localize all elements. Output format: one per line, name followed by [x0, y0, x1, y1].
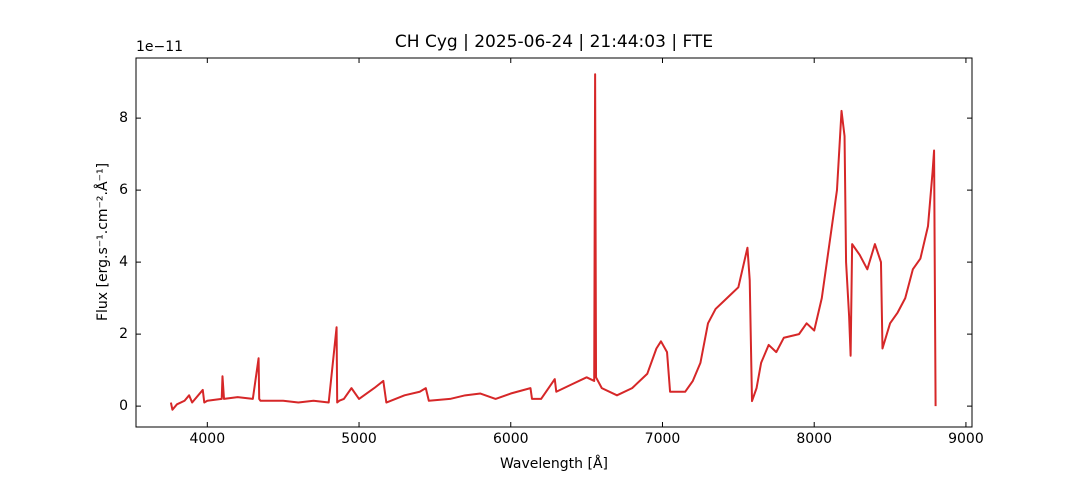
chart-title: CH Cyg | 2025-06-24 | 21:44:03 | FTE — [395, 32, 713, 52]
x-axis-label: Wavelength [Å] — [500, 455, 608, 472]
y-tick-label: 4 — [119, 254, 128, 270]
x-tick-label: 4000 — [189, 431, 225, 447]
y-axis-label: Flux [erg.s⁻¹.cm⁻².Å⁻¹] — [94, 163, 111, 321]
x-tick-label: 5000 — [341, 431, 377, 447]
y-tick-label: 2 — [119, 326, 128, 342]
spectrum-line — [169, 73, 937, 411]
x-tick-label: 6000 — [493, 431, 529, 447]
x-tick-label: 9000 — [948, 431, 984, 447]
y-tick-label: 6 — [119, 182, 128, 198]
y-tick-label: 8 — [119, 110, 128, 126]
plot-frame — [135, 57, 973, 428]
x-tick-label: 8000 — [796, 431, 832, 447]
y-offset-label: 1e−11 — [136, 39, 183, 55]
x-tick-label: 7000 — [645, 431, 681, 447]
y-tick-label: 0 — [119, 398, 128, 414]
